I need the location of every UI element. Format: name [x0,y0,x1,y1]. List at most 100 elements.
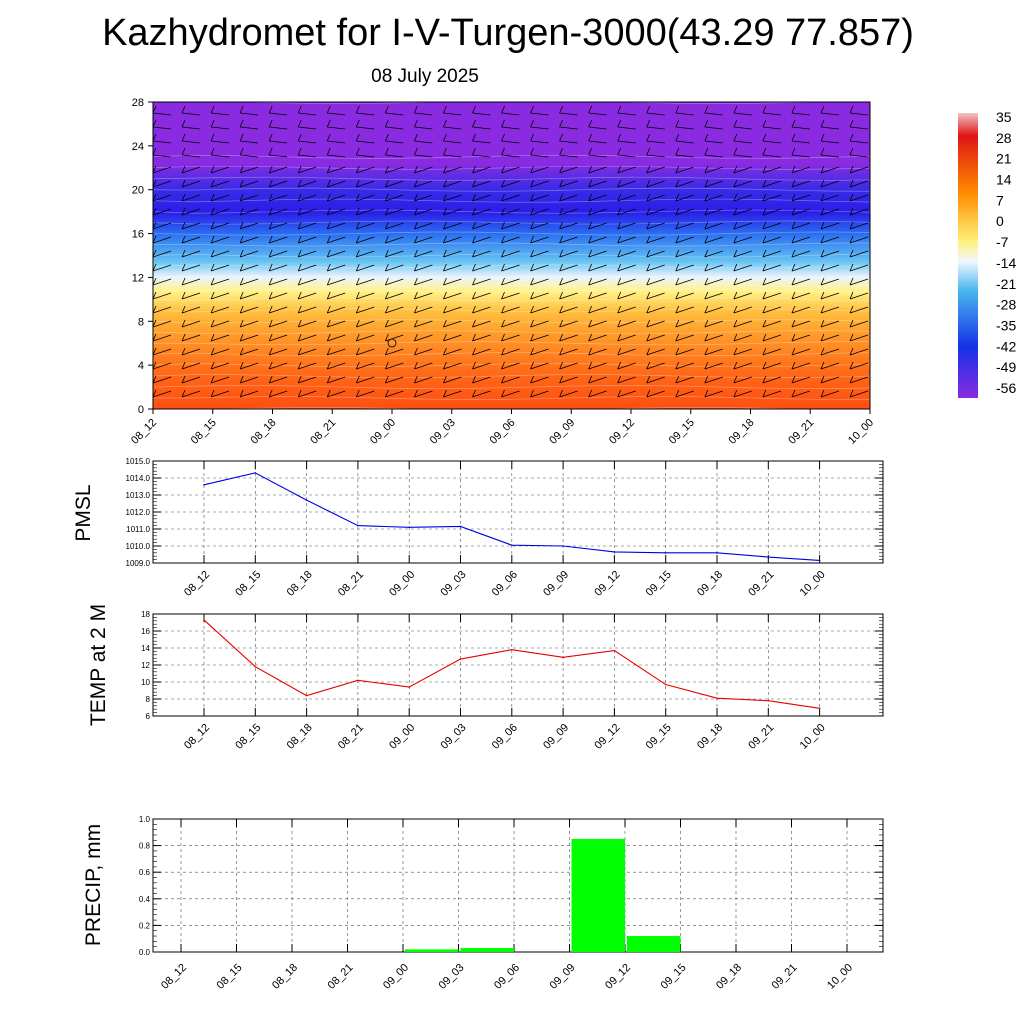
wind-barb [384,133,404,144]
data-point [818,707,821,710]
colorbar-label: 21 [996,151,1012,167]
precip-bar [571,838,625,952]
wind-barb [559,193,578,202]
wind-barb [268,221,288,230]
wind-barb [762,249,782,258]
wind-barb [617,361,636,370]
wind-barb [675,221,694,230]
wind-barb [239,147,259,158]
colorbar-label: 35 [996,109,1012,125]
wind-barb [326,235,346,244]
y-tick-label: 16 [132,229,144,241]
wind-barb [268,263,288,272]
wind-barb [297,221,317,230]
wind-barb [181,361,201,370]
y-axis-label: TEMP at 2 M [87,604,110,726]
wind-barb [239,207,259,216]
data-point [305,694,308,697]
wind-barb [501,249,520,258]
wind-barb [559,305,578,314]
wind-barb [849,361,869,370]
wind-barb [559,221,578,230]
wind-barb [762,235,782,244]
wind-barb [384,179,404,188]
wind-barb [210,347,230,356]
x-tick-label: 10_00 [798,722,828,752]
wind-barb [210,277,230,286]
wind-barb [762,263,782,272]
wind-barb [181,119,201,130]
wind-barb [849,305,869,314]
y-tick-label: 0.2 [139,921,151,930]
x-tick-label: 08_15 [233,569,263,599]
wind-barb [326,193,346,202]
contour-line [153,297,870,302]
wind-barb [501,105,520,116]
wind-barb [501,347,520,356]
wind-barb [181,105,201,116]
wind-barb [239,235,259,244]
wind-barb [181,389,201,398]
wind-barb [239,277,259,286]
wind-barb [704,347,723,356]
wind-barb [501,179,520,188]
wind-barb [617,165,636,174]
wind-barb [762,305,782,314]
wind-barb [675,165,694,174]
y-tick-label: 1011.0 [126,525,150,534]
wind-barb [646,333,665,342]
y-tick-label: 12 [141,661,150,670]
wind-barb [617,221,636,230]
wind-barb [501,319,520,328]
wind-barb [384,263,404,272]
wind-barb [617,389,636,398]
wind-barb [384,221,404,230]
wind-barb [443,305,462,314]
wind-barb [239,305,259,314]
wind-barb [646,263,665,272]
wind-barb [326,263,346,272]
wind-barb [181,319,201,328]
wind-barb [355,263,375,272]
wind-barb [355,333,375,342]
wind-barb [762,375,782,384]
wind-barb [617,193,636,202]
x-tick-label: 09_12 [603,962,633,992]
wind-barb [646,165,665,174]
wind-barb [704,105,723,116]
wind-barb [414,361,433,370]
x-tick-label: 09_21 [786,417,816,447]
wind-barb [501,263,520,272]
wind-barb [617,179,636,188]
wind-barb [559,179,578,188]
wind-barb [675,147,694,158]
wind-barb [675,105,694,116]
wind-barb [297,347,317,356]
wind-barb [326,221,346,230]
wind-barb [617,319,636,328]
contour-line [153,176,870,181]
wind-barb [588,389,607,398]
wind-barb [268,319,288,328]
grid [153,614,883,716]
wind-barb [675,375,694,384]
precip-bar [405,949,459,952]
wind-barb [414,105,433,116]
wind-barb [791,207,811,216]
wind-barb [762,361,782,370]
wind-barb [559,207,578,216]
x-tick-label: 09_03 [437,962,467,992]
contour-line [153,231,870,236]
page-title: Kazhydromet for I-V-Turgen-3000(43.29 77… [102,12,914,54]
wind-barb [268,179,288,188]
data-point [305,499,308,501]
wind-barb [762,193,782,202]
x-tick-label: 09_15 [644,722,674,752]
wind-barb [239,263,259,272]
wind-barb [384,319,404,328]
wind-barb [646,105,665,116]
wind-barb [326,207,346,216]
wind-barb [326,105,346,116]
wind-barb [762,165,782,174]
wind-barb [297,333,317,342]
